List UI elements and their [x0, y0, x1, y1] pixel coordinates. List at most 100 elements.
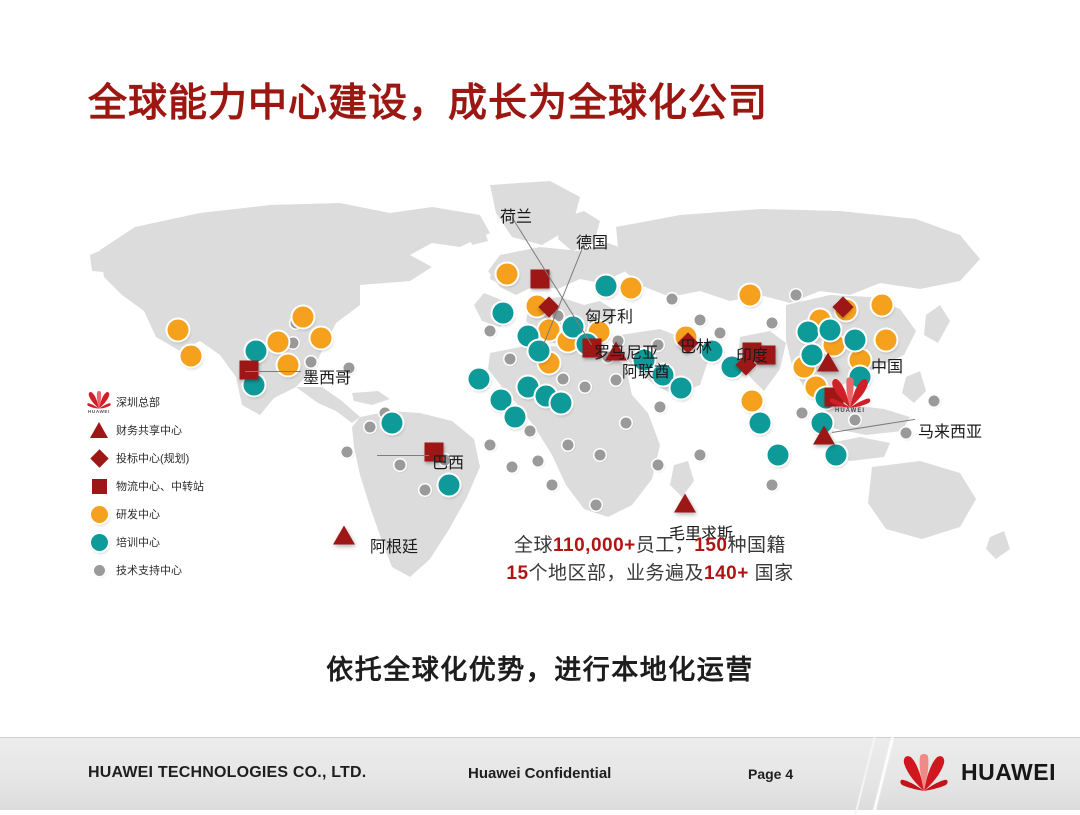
map-marker-rd-center	[496, 263, 518, 285]
map-marker-tech-support	[590, 499, 602, 511]
map-marker-tech-support	[552, 310, 564, 322]
map-marker-training-center	[595, 275, 617, 297]
map-marker-tech-support	[506, 461, 518, 473]
map-marker-tech-support	[419, 484, 431, 496]
teal-circle-icon	[82, 533, 116, 551]
map-marker-headquarters: HUAWEI	[824, 375, 876, 415]
diamond-icon	[82, 448, 116, 468]
sub-headline: 依托全球化优势，进行本地化运营	[326, 655, 754, 685]
stats-employees: 110,000+	[553, 535, 636, 556]
map-marker-tech-support	[652, 459, 664, 471]
map-marker-tech-support	[524, 425, 536, 437]
legend-label: 技术支持中心	[116, 565, 182, 577]
map-marker-training-center	[701, 340, 723, 362]
map-marker-tech-support	[557, 373, 569, 385]
map-marker-tech-support	[790, 289, 802, 301]
callout-leader-brazil	[377, 455, 429, 457]
map-marker-rd-center	[167, 319, 189, 341]
map-marker-tech-support	[532, 455, 544, 467]
map-label-germany: 德国	[576, 235, 609, 252]
map-marker-rd-center	[180, 345, 202, 367]
map-marker-training-center	[825, 444, 847, 466]
map-marker-training-center	[670, 377, 692, 399]
stats-prefix: 全球	[514, 535, 554, 556]
map-label-china: 中国	[871, 359, 904, 376]
map-marker-shared-service-center	[605, 341, 627, 361]
huawei-flower-icon	[900, 754, 948, 791]
map-marker-tech-support	[796, 407, 808, 419]
map-label-netherlands: 荷兰	[500, 209, 533, 226]
map-marker-rd-center	[267, 331, 289, 353]
map-marker-tech-support	[343, 362, 355, 374]
map-marker-tech-support	[900, 427, 912, 439]
map-marker-shared-service-center	[333, 525, 355, 545]
map-marker-tech-support	[610, 374, 622, 386]
map-label-mauritius: 毛里求斯	[669, 526, 734, 543]
map-marker-tech-support	[928, 395, 940, 407]
callout-leader-mexico	[245, 371, 301, 373]
map-marker-tech-support	[766, 317, 778, 329]
legend-item-headquarters: HUAWEI 深圳总部	[82, 388, 272, 416]
legend-label: 物流中心、中转站	[116, 481, 204, 493]
legend-item-bidding-center: 投标中心(规划)	[82, 444, 272, 472]
map-label-mexico: 墨西哥	[303, 370, 352, 387]
map-label-romania: 罗马尼亚	[594, 345, 659, 362]
map-marker-rd-center	[292, 306, 314, 328]
map-marker-training-center	[243, 374, 265, 396]
map-marker-logistics-center	[582, 338, 602, 358]
map-marker-training-center	[797, 321, 819, 343]
slide-footer: HUAWEI TECHNOLOGIES CO., LTD. Huawei Con…	[0, 736, 1080, 815]
grey-dot-icon	[82, 564, 116, 576]
footer-confidential: Huawei Confidential	[468, 765, 612, 782]
world-map: HUAWEI 荷兰 德国 匈牙利 罗马尼亚 巴林 阿联酋 印度 中国 墨西哥 巴西 阿根廷 毛里求斯 马…	[60, 155, 1020, 615]
map-marker-rd-center	[871, 294, 893, 316]
footer-company: HUAWEI TECHNOLOGIES CO., LTD.	[88, 764, 367, 781]
map-marker-tech-support	[579, 381, 591, 393]
map-marker-rd-center	[310, 327, 332, 349]
map-marker-training-center	[517, 376, 539, 398]
map-marker-rd-center	[849, 349, 871, 371]
stats-nationalities-unit: 种国籍	[727, 535, 786, 556]
stats-regions-unit: 个地区部，业务遍及	[528, 563, 705, 584]
map-marker-tech-support	[484, 439, 496, 451]
footer-divider-slash	[872, 736, 894, 815]
map-marker-tech-support	[652, 339, 664, 351]
map-marker-training-center	[528, 340, 550, 362]
stats-regions: 15	[506, 563, 529, 584]
huawei-flower-icon: HUAWEI	[82, 390, 116, 414]
orange-circle-icon	[82, 505, 116, 523]
map-marker-training-center	[633, 349, 655, 371]
map-marker-tech-support	[849, 414, 861, 426]
map-markers-layer: HUAWEI	[60, 155, 1020, 615]
stats-line-2: 15个地区部，业务遍及140+ 国家	[460, 560, 840, 588]
footer-page-number: Page 4	[748, 766, 794, 782]
legend-item-rd-center: 研发中心	[82, 500, 272, 528]
map-marker-rd-center	[875, 329, 897, 351]
triangle-icon	[82, 422, 116, 438]
legend-item-shared-service-center: 财务共享中心	[82, 416, 272, 444]
map-marker-training-center	[767, 444, 789, 466]
map-marker-tech-support	[714, 327, 726, 339]
map-marker-tech-support	[654, 401, 666, 413]
legend-item-training-center: 培训中心	[82, 528, 272, 556]
map-marker-tech-support	[694, 449, 706, 461]
legend-label: 深圳总部	[116, 397, 160, 409]
map-marker-tech-support	[666, 293, 678, 305]
map-marker-rd-center	[739, 284, 761, 306]
stats-countries-unit: 国家	[748, 563, 794, 584]
map-marker-tech-support	[394, 459, 406, 471]
map-marker-tech-support	[504, 353, 516, 365]
map-marker-training-center	[245, 340, 267, 362]
map-marker-logistics-center	[756, 345, 776, 365]
huawei-logo: HUAWEI	[897, 752, 1056, 792]
map-marker-logistics-center	[424, 442, 444, 462]
map-marker-tech-support	[287, 337, 299, 349]
map-marker-training-center	[490, 389, 512, 411]
map-marker-shared-service-center	[813, 425, 835, 445]
map-marker-training-center	[468, 368, 490, 390]
map-marker-logistics-center	[530, 269, 550, 289]
map-marker-tech-support	[612, 335, 624, 347]
map-label-malaysia: 马来西亚	[918, 424, 983, 441]
huawei-wordmark: HUAWEI	[961, 758, 1056, 785]
map-legend: HUAWEI 深圳总部 财务共享中心 投标中心(规划) 物流中心、中转站 研发中…	[82, 388, 272, 584]
